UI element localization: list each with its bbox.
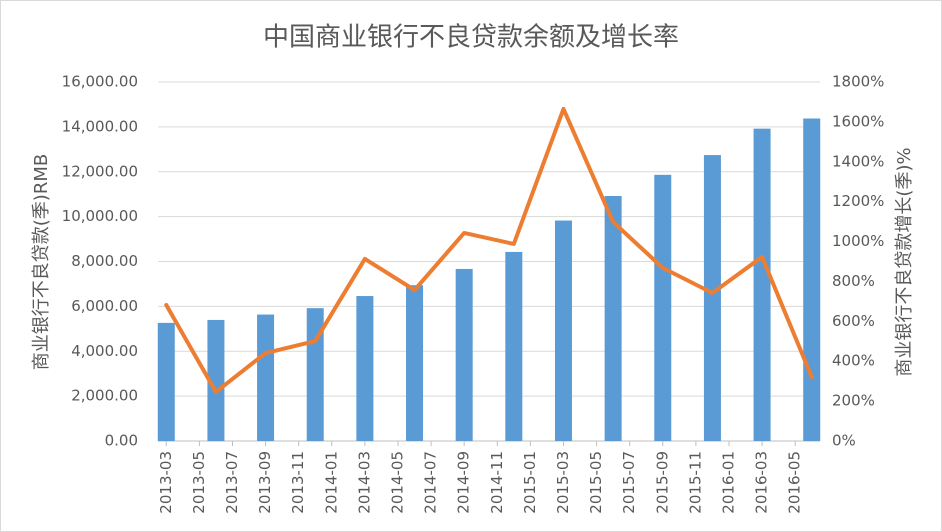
- y2-tick-label: 1200%: [832, 192, 884, 210]
- bar: [753, 128, 771, 441]
- y-axis-title: 商业银行不良贷款(季)RMB: [31, 154, 52, 370]
- x-tick-label: 2014-09: [455, 451, 473, 514]
- y2-tick-label: 0%: [832, 432, 856, 450]
- bar: [654, 174, 672, 441]
- x-tick-label: 2016-01: [719, 451, 737, 514]
- y-tick-label: 12,000.00: [62, 162, 138, 180]
- x-tick-label: 2015-01: [521, 451, 539, 514]
- y-tick-label: 0.00: [105, 432, 138, 450]
- y2-tick-label: 200%: [832, 392, 875, 410]
- y2-tick-label: 1800%: [832, 73, 884, 91]
- chart-title: 中国商业银行不良贷款余额及增长率: [263, 23, 679, 53]
- x-tick-label: 2013-03: [157, 451, 175, 514]
- x-tick-label: 2016-05: [786, 451, 804, 514]
- x-tick-label: 2014-03: [355, 451, 373, 514]
- x-tick-label: 2015-05: [587, 451, 605, 514]
- x-tick-label: 2015-07: [620, 451, 638, 514]
- y2-tick-label: 1400%: [832, 152, 884, 170]
- x-tick-label: 2013-09: [256, 451, 274, 514]
- bar: [505, 251, 523, 441]
- y-tick-label: 10,000.00: [62, 207, 138, 225]
- y2-tick-label: 1600%: [832, 112, 884, 130]
- y2-tick-label: 1000%: [832, 232, 884, 250]
- y-tick-label: 16,000.00: [62, 73, 138, 91]
- y-tick-label: 4,000.00: [71, 342, 138, 360]
- x-tick-label: 2013-11: [289, 451, 307, 514]
- y2-tick-label: 400%: [832, 352, 875, 370]
- bar: [803, 118, 821, 442]
- bar: [356, 296, 374, 441]
- x-tick-label: 2013-07: [223, 451, 241, 514]
- x-tick-label: 2013-05: [190, 451, 208, 514]
- y-tick-label: 8,000.00: [71, 252, 138, 270]
- bar: [406, 285, 424, 441]
- x-tick-label: 2015-03: [554, 451, 572, 514]
- y2-tick-label: 600%: [832, 312, 875, 330]
- line: [164, 106, 814, 394]
- y-tick-label: 14,000.00: [62, 117, 138, 135]
- y2-tick-label: 800%: [832, 272, 875, 290]
- bar: [455, 268, 473, 441]
- bar: [257, 314, 275, 441]
- y-tick-label: 6,000.00: [71, 297, 138, 315]
- x-tick-label: 2016-03: [753, 451, 771, 514]
- bar: [604, 196, 622, 441]
- x-tick-label: 2014-07: [422, 451, 440, 514]
- x-tick-label: 2014-11: [488, 451, 506, 514]
- bar: [157, 322, 175, 441]
- x-tick-label: 2015-09: [653, 451, 671, 514]
- y2-axis-title: 商业银行不良贷款增长(季)%: [894, 147, 915, 376]
- y-tick-label: 2,000.00: [71, 387, 138, 405]
- x-tick-label: 2014-05: [388, 451, 406, 514]
- x-tick-label: 2015-11: [686, 451, 704, 514]
- bar: [207, 319, 225, 441]
- x-tick-label: 2014-01: [322, 451, 340, 514]
- bar: [554, 220, 572, 441]
- bar: [703, 155, 721, 441]
